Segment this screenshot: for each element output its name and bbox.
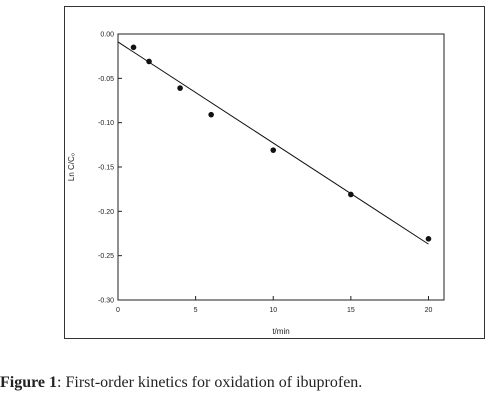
y-tick-label: -0.10 <box>98 120 114 127</box>
y-tick-label: -0.15 <box>98 165 114 172</box>
y-tick-label: -0.20 <box>98 209 114 216</box>
caption-label: Figure 1 <box>0 374 58 391</box>
y-tick-label: -0.30 <box>98 298 114 305</box>
figure-caption: Figure 1: First-order kinetics for oxida… <box>0 374 495 392</box>
x-tick-label: 20 <box>425 307 433 314</box>
fit-line <box>117 41 429 245</box>
data-point <box>177 85 183 91</box>
x-axis: 0 5 10 15 20 <box>116 296 432 314</box>
data-points <box>130 44 432 242</box>
x-tick-label: 10 <box>269 307 277 314</box>
data-point <box>146 58 152 65</box>
data-point <box>270 147 277 153</box>
x-axis-label: t/min <box>272 327 289 336</box>
x-tick-label: 15 <box>347 307 355 314</box>
y-axis: 0.00 -0.05 -0.10 -0.15 -0.20 -0.25 -0.30 <box>98 32 122 305</box>
x-tick-label: 5 <box>194 307 198 314</box>
data-point <box>208 111 214 118</box>
data-point <box>130 44 137 51</box>
figure-frame: 0.00 -0.05 -0.10 -0.15 -0.20 -0.25 -0.30 0 5 10 1… <box>64 6 485 339</box>
fit-line-group <box>117 41 429 245</box>
kinetics-chart: 0.00 -0.05 -0.10 -0.15 -0.20 -0.25 -0.30 0 5 10 1… <box>67 32 445 336</box>
y-tick-label: -0.25 <box>98 253 114 260</box>
y-axis-label: Ln C/C₀ <box>67 153 76 181</box>
data-point <box>425 236 432 242</box>
data-point <box>348 191 354 198</box>
y-tick-label: 0.00 <box>100 32 114 39</box>
caption-text: : First-order kinetics for oxidation of … <box>57 374 363 391</box>
x-tick-label: 0 <box>116 307 120 314</box>
y-tick-label: -0.05 <box>98 76 114 83</box>
